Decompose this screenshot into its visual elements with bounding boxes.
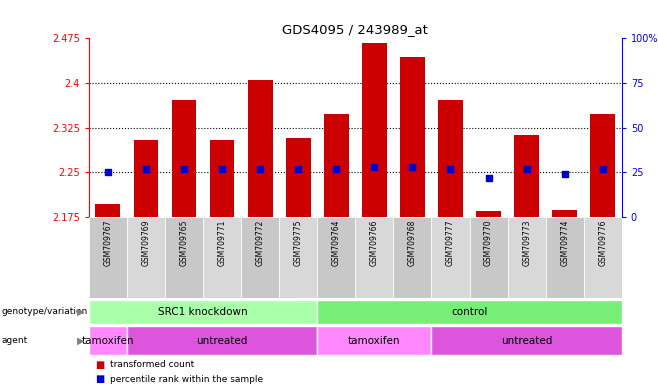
Text: ■: ■ [95, 374, 105, 384]
Title: GDS4095 / 243989_at: GDS4095 / 243989_at [282, 23, 428, 36]
Point [559, 171, 570, 177]
Point [103, 169, 113, 175]
Bar [317, 217, 355, 298]
Text: GSM709772: GSM709772 [256, 219, 265, 266]
Bar [134, 139, 159, 217]
Text: percentile rank within the sample: percentile rank within the sample [110, 375, 263, 384]
Text: GSM709768: GSM709768 [408, 219, 417, 266]
Text: untreated: untreated [196, 336, 248, 346]
Text: GSM709771: GSM709771 [218, 219, 226, 266]
Bar [515, 136, 539, 217]
Bar [400, 58, 425, 217]
Bar [393, 217, 432, 298]
Text: GSM709769: GSM709769 [141, 219, 151, 266]
Text: ▶: ▶ [76, 307, 84, 317]
Bar [286, 138, 311, 217]
Bar [172, 100, 196, 217]
Point [445, 166, 456, 172]
Bar [203, 217, 241, 298]
Text: GSM709773: GSM709773 [522, 219, 531, 266]
Text: GSM709774: GSM709774 [560, 219, 569, 266]
Point [293, 166, 303, 172]
Bar [89, 326, 127, 355]
Point [483, 175, 494, 181]
Text: GSM709775: GSM709775 [293, 219, 303, 266]
Bar [165, 217, 203, 298]
Text: untreated: untreated [501, 336, 552, 346]
Point [141, 166, 151, 172]
Point [179, 166, 190, 172]
Bar [470, 217, 507, 298]
Bar [362, 43, 387, 217]
Bar [438, 100, 463, 217]
Bar [248, 80, 272, 217]
Text: control: control [451, 307, 488, 317]
Bar [432, 217, 470, 298]
Text: ■: ■ [95, 360, 105, 370]
Bar [545, 217, 584, 298]
Point [216, 166, 228, 172]
Bar [210, 139, 234, 217]
Text: agent: agent [1, 336, 28, 345]
Text: tamoxifen: tamoxifen [348, 336, 401, 346]
Text: GSM709776: GSM709776 [598, 219, 607, 266]
Bar [279, 217, 317, 298]
Text: ▶: ▶ [76, 336, 84, 346]
Bar [552, 210, 577, 217]
Bar [432, 326, 622, 355]
Text: GSM709764: GSM709764 [332, 219, 341, 266]
Bar [590, 114, 615, 217]
Bar [317, 326, 432, 355]
Point [407, 164, 418, 170]
Bar [584, 217, 622, 298]
Bar [127, 217, 165, 298]
Point [597, 166, 608, 172]
Bar [89, 217, 127, 298]
Text: GSM709777: GSM709777 [446, 219, 455, 266]
Bar [89, 300, 317, 324]
Text: GSM709770: GSM709770 [484, 219, 493, 266]
Text: tamoxifen: tamoxifen [82, 336, 134, 346]
Bar [95, 204, 120, 217]
Text: GSM709766: GSM709766 [370, 219, 379, 266]
Text: genotype/variation: genotype/variation [1, 308, 88, 316]
Point [521, 166, 532, 172]
Bar [476, 211, 501, 217]
Bar [324, 114, 349, 217]
Text: GSM709767: GSM709767 [103, 219, 113, 266]
Text: SRC1 knockdown: SRC1 knockdown [158, 307, 248, 317]
Point [369, 164, 380, 170]
Bar [317, 300, 622, 324]
Bar [241, 217, 279, 298]
Point [331, 166, 342, 172]
Text: transformed count: transformed count [110, 360, 194, 369]
Bar [127, 326, 317, 355]
Bar [355, 217, 393, 298]
Bar [507, 217, 545, 298]
Text: GSM709765: GSM709765 [180, 219, 188, 266]
Point [255, 166, 265, 172]
